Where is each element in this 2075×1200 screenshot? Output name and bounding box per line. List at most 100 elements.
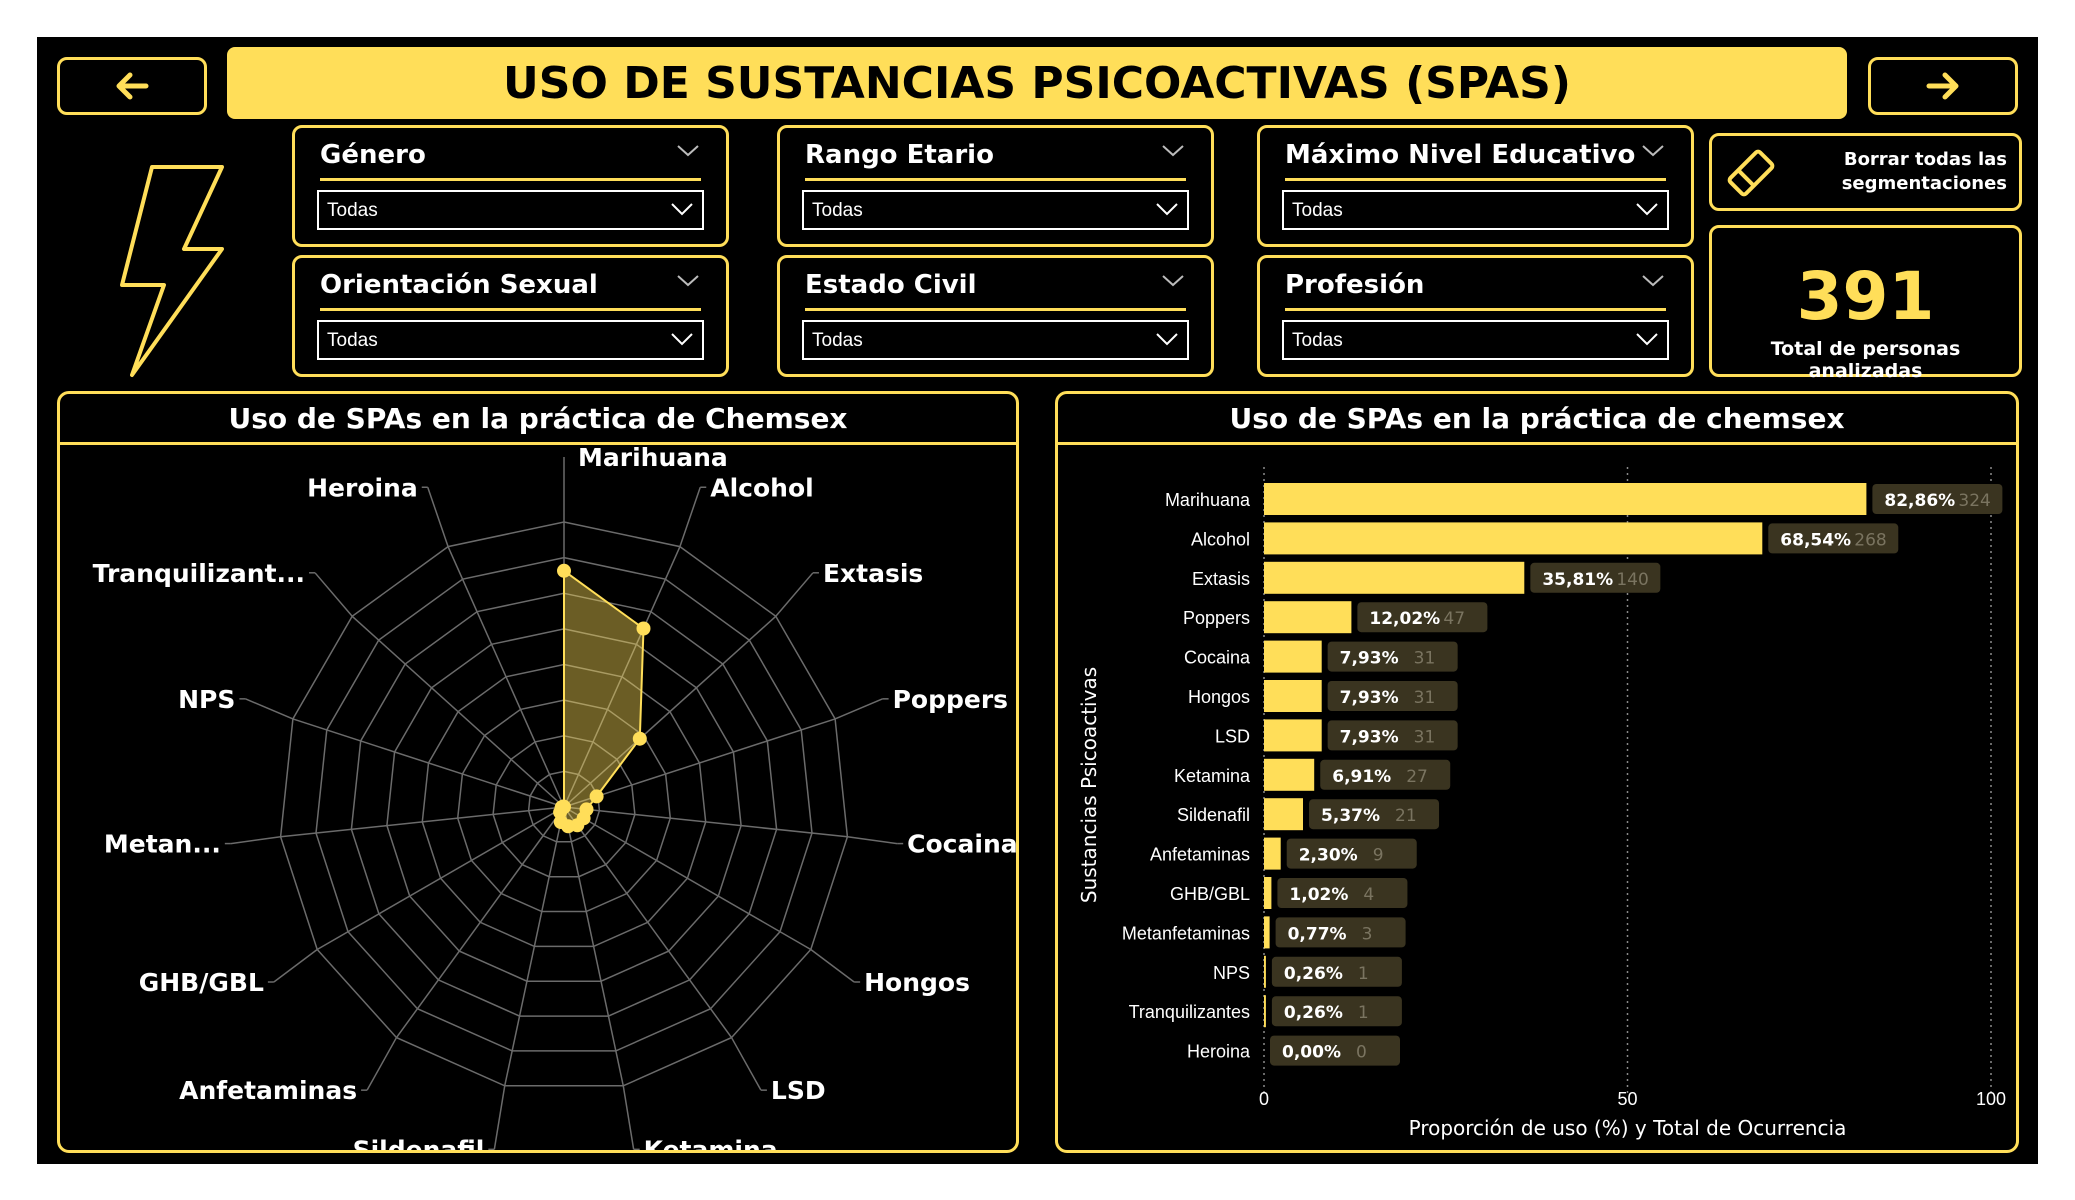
radar-axis-label: LSD [771,1076,826,1105]
bar-category-label: Poppers [1183,608,1250,628]
slicer-value: Todas [812,330,863,351]
radar-spoke [504,806,565,1086]
bar-category-label: Sildenafil [1177,805,1250,825]
bar[interactable] [1264,798,1303,831]
radar-data-point[interactable] [636,621,651,636]
bar[interactable] [1264,483,1867,515]
bar[interactable] [1264,955,1266,988]
radar-data-point[interactable] [589,789,604,804]
bar-count-label: 268 [1854,530,1886,550]
slicer-dropdown[interactable]: Todas [802,190,1189,230]
chevron-down-icon[interactable] [1641,274,1665,288]
bar[interactable] [1264,680,1322,712]
clear-filters-line2: segmentaciones [1841,173,2007,194]
bar-label-background [1320,759,1451,790]
bar[interactable] [1264,995,1266,1028]
bar-count-label: 1 [1358,964,1369,984]
radar-leader-line [810,948,855,983]
radar-axis-label: Extasis [823,559,923,588]
radar-leader-line [366,1037,398,1091]
radar-spoke [316,806,565,951]
slicer-dropdown[interactable]: Todas [1282,320,1669,360]
bar[interactable] [1264,561,1525,594]
radar-axis-label: Hongos [864,968,970,997]
x-tick-label: 50 [1617,1089,1637,1109]
slicer-title: Rango Etario [805,140,994,170]
bar-data-label: 0,77% [1288,924,1347,944]
radar-grid-ring [279,521,849,1087]
radar-data-point[interactable] [557,800,571,814]
clear-filters-button[interactable]: Borrar todas las segmentaciones [1709,133,2022,211]
radar-axis-label: Cocaina [907,830,1016,859]
chevron-down-icon[interactable] [1641,144,1665,158]
bar-chart-panel: Uso de SPAs en la práctica de chemsex Ma… [1055,391,2019,1153]
radar-axis-label: Marihuana [578,445,728,472]
bar-category-label: Tranquilizantes [1129,1002,1250,1022]
slicer-profesion: Profesión Todas [1257,255,1694,377]
chevron-down-icon[interactable] [1161,144,1185,158]
radar-spoke [563,806,624,1086]
title-bar: USO DE SUSTANCIAS PSICOACTIVAS (SPAS) [227,47,1847,119]
bar-label-background [1277,878,1408,908]
radar-leader-line [493,1085,506,1150]
radar-chart-panel: Uso de SPAs en la práctica de Chemsex Ma… [57,391,1019,1153]
radar-spoke [280,806,565,838]
radar-leader-line [245,698,294,720]
bar-data-label: 1,02% [1289,885,1348,905]
bar[interactable] [1264,522,1763,555]
bar[interactable] [1264,601,1352,634]
lightning-bolt-icon [120,165,224,377]
radar-data-point[interactable] [557,563,571,578]
bar-category-label: NPS [1213,963,1250,983]
radar-grid-ring [456,699,672,913]
slicer-underline [805,178,1186,181]
bar-count-label: 140 [1616,570,1648,590]
chevron-down-icon[interactable] [676,144,700,158]
chevron-down-icon[interactable] [676,274,700,288]
slicer-dropdown[interactable]: Todas [1282,190,1669,230]
slicer-value: Todas [327,330,378,351]
kpi-card: 391 Total de personas analizadas [1709,225,2022,382]
radar-leader-line [622,1085,635,1150]
radar-grid-ring [492,735,636,878]
bar-label-background [1275,917,1406,948]
bar[interactable] [1264,719,1322,752]
kpi-label: Total de personas analizadas [1770,338,1961,382]
bar[interactable] [1264,640,1322,673]
radar-leader-line [427,487,449,547]
radar-data-point[interactable] [632,731,647,746]
radar-axis-label: NPS [178,685,235,714]
radar-grid-ring [421,663,707,948]
bar-data-label: 68,54% [1780,530,1851,550]
slicer-value: Todas [327,200,378,221]
bar-count-label: 324 [1958,491,1990,511]
bar-category-label: Ketamina [1174,766,1251,786]
arrow-right-icon [1926,72,1959,100]
radar-grid-ring [386,628,742,982]
slicer-underline [1285,178,1666,181]
bar-label-background [1270,1035,1400,1066]
bar-count-label: 47 [1443,609,1465,629]
bar-data-label: 7,93% [1340,727,1399,747]
slicer-value: Todas [1292,330,1343,351]
chevron-down-icon[interactable] [1161,274,1185,288]
bar[interactable] [1264,877,1272,909]
slicer-underline [1285,308,1666,311]
back-button[interactable] [57,57,207,115]
bar[interactable] [1264,916,1270,949]
slicer-dropdown[interactable]: Todas [802,320,1189,360]
bar-count-label: 1 [1358,1003,1369,1023]
slicer-title: Máximo Nivel Educativo [1285,140,1636,170]
forward-button[interactable] [1868,57,2018,115]
bar[interactable] [1264,758,1315,791]
bar-label-background [1286,838,1417,869]
bar-label-background [1768,523,1899,554]
bar[interactable] [1264,837,1281,870]
bar-category-label: GHB/GBL [1170,884,1250,904]
slicer-value: Todas [812,200,863,221]
slicer-dropdown[interactable]: Todas [317,320,704,360]
slicer-dropdown[interactable]: Todas [317,190,704,230]
radar-spoke [563,546,681,808]
radar-spoke [563,615,777,808]
slicer-underline [805,308,1186,311]
